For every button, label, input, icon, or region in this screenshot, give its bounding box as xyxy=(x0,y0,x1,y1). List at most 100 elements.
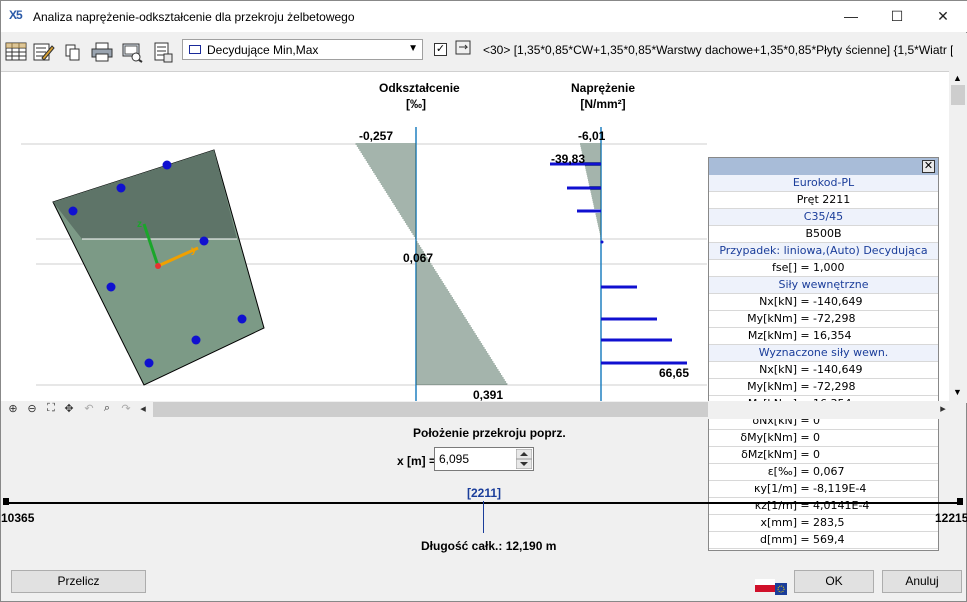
rebar xyxy=(162,160,172,170)
zoom-fit-icon[interactable]: ⛶ xyxy=(47,402,55,414)
steel-stress-point xyxy=(600,240,604,244)
z-axis-label: z xyxy=(137,219,142,230)
member-bar[interactable] xyxy=(6,502,962,504)
info-row-key: My[kNm] xyxy=(747,312,797,325)
info-row: x[mm] = 283,5 xyxy=(709,515,938,532)
info-row: Eurokod-PL xyxy=(709,175,938,192)
pan-icon[interactable]: ✥ xyxy=(64,403,74,415)
redo-view-icon[interactable]: ↷ xyxy=(121,403,131,415)
combination-checkbox[interactable]: ✓ xyxy=(434,43,447,56)
copy-icon[interactable] xyxy=(62,41,84,63)
end-node-label: 12215 xyxy=(935,511,967,525)
info-row: Przypadek: liniowa,(Auto) Decydująca xyxy=(709,243,938,260)
language-flag-icon[interactable] xyxy=(755,579,787,595)
scroll-left-icon[interactable]: ◂ xyxy=(140,403,146,415)
table-icon[interactable] xyxy=(5,41,27,63)
strain-mid-value: 0,067 xyxy=(403,251,434,265)
info-close-icon[interactable]: ✕ xyxy=(922,160,935,173)
member-end-node xyxy=(957,498,963,505)
equals-sign: = xyxy=(800,516,810,529)
x-position-label: x [m] = xyxy=(397,454,437,468)
info-row-value: 283,5 xyxy=(813,516,845,529)
cancel-button[interactable]: Anuluj xyxy=(882,570,962,593)
recalculate-button[interactable]: Przelicz xyxy=(11,570,146,593)
info-row-value: 16,354 xyxy=(813,329,852,342)
info-row: B500B xyxy=(709,226,938,243)
strain-title: Odkształcenie xyxy=(379,81,460,95)
combination-description: <30> [1,35*0,85*CW+1,35*0,85*Warstwy dac… xyxy=(483,43,953,57)
rebar xyxy=(191,335,201,345)
strain-top-value: -0,257 xyxy=(359,129,394,143)
rebar xyxy=(116,183,126,193)
equals-sign: = xyxy=(800,431,810,444)
x-position-spinner[interactable] xyxy=(516,449,532,469)
equals-sign: = xyxy=(800,312,810,325)
info-row: C35/45 xyxy=(709,209,938,226)
minimize-button[interactable]: — xyxy=(844,8,858,24)
info-row-value: 569,4 xyxy=(813,533,845,546)
info-row-value: 0 xyxy=(813,431,820,444)
info-row-value: 4,0141E-4 xyxy=(813,499,870,512)
start-node-label: 10365 xyxy=(1,511,35,525)
info-row: d[mm] = 569,4 xyxy=(709,532,938,549)
maximize-button[interactable]: ☐ xyxy=(890,8,904,24)
info-row: Mz[kNm]=16,354 xyxy=(709,328,938,345)
swap-icon[interactable] xyxy=(453,37,475,59)
zoom-out-icon[interactable]: ⊖ xyxy=(27,403,37,415)
strain-diagram xyxy=(355,143,508,385)
vertical-scrollbar[interactable]: ▲ ▼ xyxy=(949,71,967,403)
close-button[interactable]: ✕ xyxy=(937,8,949,24)
ok-button[interactable]: OK xyxy=(794,570,874,593)
x-position-input[interactable]: 6,095 xyxy=(434,447,534,471)
y-axis-label: y xyxy=(191,245,197,256)
window-title: Analiza naprężenie-odkształcenie dla prz… xyxy=(33,10,355,24)
undo-view-icon[interactable]: ↶ xyxy=(84,403,94,415)
section-drawing: z y xyxy=(21,127,707,402)
combo-selected-value: Decydujące Min,Max xyxy=(207,43,319,57)
equals-sign: = xyxy=(800,448,810,461)
scroll-up-icon[interactable]: ▲ xyxy=(953,73,962,83)
info-row-key: Nx[kN] xyxy=(759,295,797,308)
section-position-marker[interactable] xyxy=(483,501,484,533)
scroll-right-icon[interactable]: ▸ xyxy=(940,403,946,415)
equals-sign: = xyxy=(800,295,810,308)
chevron-down-icon: ▼ xyxy=(408,43,418,54)
compression-zone xyxy=(53,150,237,239)
info-row: κz[1/m] = 4,0141E-4 xyxy=(709,498,938,515)
equals-sign: = xyxy=(800,380,810,393)
strain-bottom-value: 0,391 xyxy=(473,388,504,402)
equals-sign: = xyxy=(800,533,810,546)
scroll-thumb[interactable] xyxy=(951,85,965,105)
equals-sign: = xyxy=(800,482,810,495)
scroll-down-icon[interactable]: ▼ xyxy=(953,387,962,397)
info-row-key: δMy[kNm] xyxy=(740,431,797,444)
load-combination-select[interactable]: Decydujące Min,Max ▼ xyxy=(182,39,423,60)
horizontal-scroll-thumb[interactable] xyxy=(153,402,708,417)
rebar xyxy=(237,314,247,324)
info-row: Pręt 2211 xyxy=(709,192,938,209)
edit-icon[interactable] xyxy=(33,41,55,63)
info-row-value: 1,000 xyxy=(813,261,845,274)
print-icon[interactable] xyxy=(91,41,113,63)
info-row-key: Mz[kNm] xyxy=(747,329,797,342)
info-rows: Eurokod-PL Pręt 2211 C35/45 B500B Przypadek:… xyxy=(709,175,938,549)
report-icon[interactable] xyxy=(152,41,174,63)
print-preview-icon[interactable] xyxy=(121,41,143,63)
total-length-label: Długość całk.: 12,190 m xyxy=(421,539,557,553)
rebar xyxy=(144,358,154,368)
rebar xyxy=(106,282,116,292)
info-row: Siły wewnętrzne xyxy=(709,277,938,294)
zoom-in-icon[interactable]: ⊕ xyxy=(8,403,18,415)
app-icon: X5 xyxy=(9,8,23,22)
zoom-window-icon[interactable]: ⌕ xyxy=(103,402,111,414)
info-row-value: -8,119E-4 xyxy=(813,482,867,495)
equals-sign: = xyxy=(800,329,810,342)
stress-title: Naprężenie xyxy=(570,81,636,95)
results-info-panel: ✕ Eurokod-PL Pręt 2211 C35/45 B500B Przypade… xyxy=(708,157,939,551)
rebar xyxy=(199,236,209,246)
equals-sign: = xyxy=(800,465,810,478)
drawing-panel: z y Odkształcenie [‰] -0,257 0,067 0,391… xyxy=(1,71,949,551)
equals-sign: = xyxy=(800,363,810,376)
info-row: Wyznaczone siły wewn. xyxy=(709,345,938,362)
steel-stress-max: 66,65 xyxy=(659,366,690,380)
